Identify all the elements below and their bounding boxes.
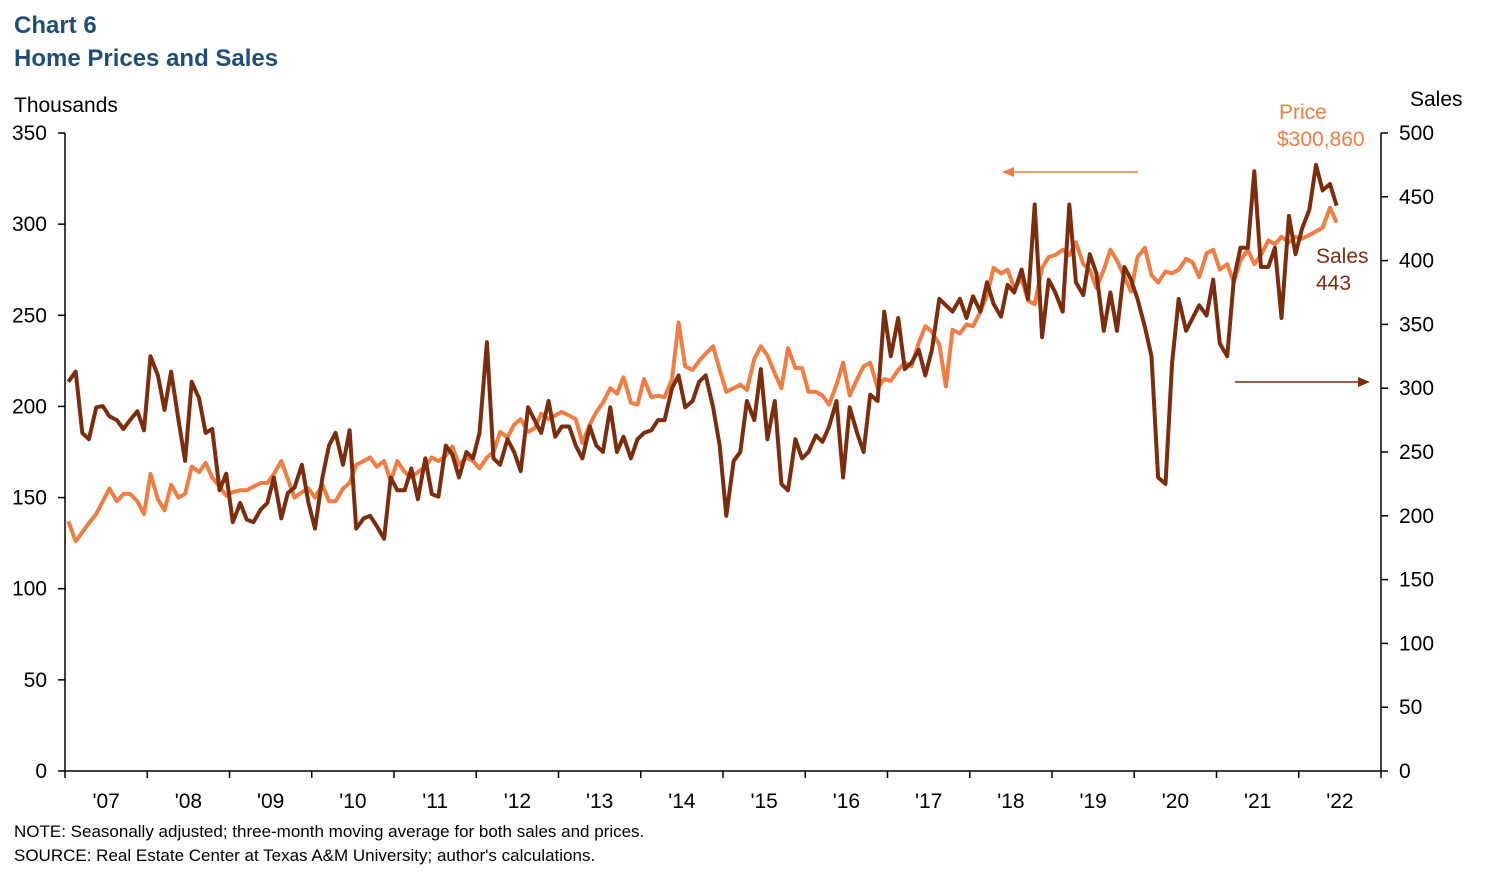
annotation: Price	[1279, 101, 1327, 124]
annotation: Sales	[1316, 245, 1369, 268]
x-tick-label: '20	[1162, 790, 1189, 813]
y-tick-label: 300	[12, 213, 47, 236]
x-tick-label: '10	[339, 790, 366, 813]
x-tick-label: '15	[750, 790, 777, 813]
x-tick-label: '13	[586, 790, 613, 813]
y2-tick-label: 100	[1399, 632, 1434, 655]
y2-tick-label: 350	[1399, 313, 1434, 336]
y-tick-label: 50	[24, 669, 47, 692]
y2-tick-label: 400	[1399, 250, 1434, 273]
x-tick-label: '21	[1244, 790, 1271, 813]
x-tick-label: '07	[92, 790, 119, 813]
x-tick-label: '22	[1326, 790, 1353, 813]
y2-tick-label: 300	[1399, 377, 1434, 400]
x-tick-label: '14	[668, 790, 696, 813]
y2-tick-label: 500	[1399, 122, 1434, 145]
x-tick-label: '17	[915, 790, 942, 813]
y2-tick-label: 250	[1399, 441, 1434, 464]
y2-tick-label: 450	[1399, 186, 1434, 209]
chart-subtitle: Home Prices and Sales	[14, 45, 278, 72]
y-tick-label: 350	[12, 122, 47, 145]
y-tick-label: 150	[12, 487, 47, 510]
series-line	[66, 162, 1339, 541]
y2-axis-label: Sales	[1410, 88, 1463, 111]
x-tick-label: '09	[257, 790, 284, 813]
source: SOURCE: Real Estate Center at Texas A&M …	[14, 846, 595, 865]
x-tick-label: '18	[997, 790, 1024, 813]
x-tick-label: '16	[833, 790, 860, 813]
y-tick-label: 250	[12, 304, 47, 327]
x-tick-label: '11	[422, 790, 448, 813]
x-tick-label: '08	[175, 790, 202, 813]
y-tick-label: 200	[12, 395, 47, 418]
arrow-head	[1358, 377, 1370, 387]
series-line	[66, 205, 1339, 544]
x-tick-label: '12	[504, 790, 531, 813]
y-axis-label: Thousands	[14, 94, 118, 117]
y2-tick-label: 150	[1399, 569, 1434, 592]
y-tick-label: 0	[35, 760, 47, 783]
y-tick-label: 100	[12, 578, 47, 601]
y2-tick-label: 0	[1399, 760, 1411, 783]
arrow-head	[1002, 167, 1014, 177]
note: NOTE: Seasonally adjusted; three-month m…	[14, 822, 644, 841]
annotation: $300,860	[1277, 128, 1365, 151]
chart-title: Chart 6	[14, 12, 97, 39]
annotation: 443	[1316, 272, 1351, 295]
y2-tick-label: 200	[1399, 505, 1434, 528]
y2-tick-label: 50	[1399, 696, 1422, 719]
x-tick-label: '19	[1079, 790, 1106, 813]
